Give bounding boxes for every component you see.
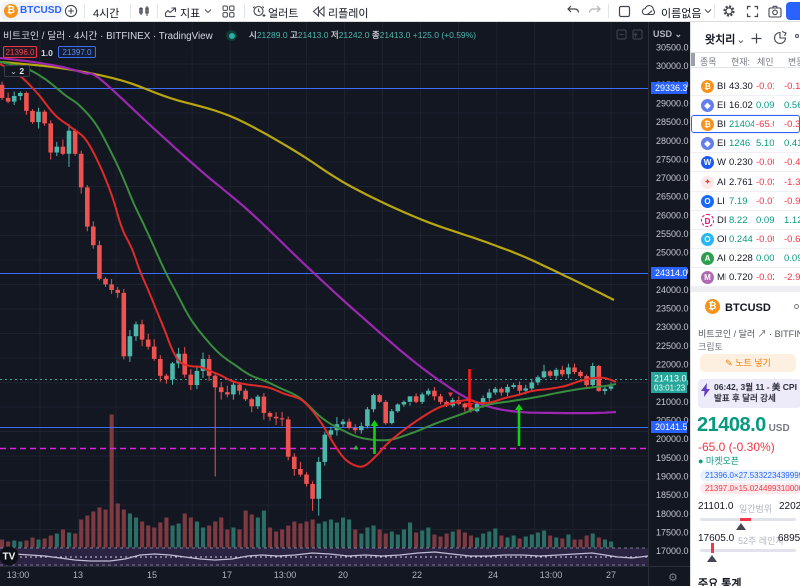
svg-text:24000.0: 24000.0 [656,285,689,295]
svg-text:25500.0: 25500.0 [656,229,689,239]
svg-text:23500.0: 23500.0 [656,304,689,314]
svg-text:27: 27 [606,570,616,580]
svg-text:20: 20 [338,570,348,580]
svg-text:24314.0: 24314.0 [655,268,688,278]
svg-text:17: 17 [222,570,232,580]
svg-text:13:00: 13:00 [540,570,563,580]
svg-text:22: 22 [412,570,422,580]
svg-text:27000.0: 27000.0 [656,173,689,183]
svg-text:20500.0: 20500.0 [656,416,689,426]
svg-text:29336.3: 29336.3 [655,83,688,93]
svg-text:28500.0: 28500.0 [656,117,689,127]
svg-text:USD ⌄: USD ⌄ [653,29,682,39]
svg-text:29000.0: 29000.0 [656,99,689,109]
svg-text:17000.0: 17000.0 [656,546,689,556]
svg-text:⚙: ⚙ [668,572,678,584]
svg-text:19500.0: 19500.0 [656,453,689,463]
svg-text:20141.5: 20141.5 [655,422,688,432]
svg-text:30000.0: 30000.0 [656,61,689,71]
svg-text:23000.0: 23000.0 [656,322,689,332]
svg-text:26000.0: 26000.0 [656,210,689,220]
svg-text:13:00: 13:00 [7,570,30,580]
svg-text:21000.0: 21000.0 [656,397,689,407]
svg-text:15: 15 [147,570,157,580]
svg-text:18500.0: 18500.0 [656,490,689,500]
svg-text:19000.0: 19000.0 [656,471,689,481]
svg-text:30500.0: 30500.0 [656,43,689,53]
svg-text:22500.0: 22500.0 [656,341,689,351]
svg-text:TV: TV [3,552,16,563]
svg-text:21413.0: 21413.0 [654,374,687,384]
svg-text:24: 24 [488,570,498,580]
svg-text:22000.0: 22000.0 [656,360,689,370]
svg-text:03:01:23: 03:01:23 [654,384,686,393]
svg-text:18000.0: 18000.0 [656,509,689,519]
svg-text:25000.0: 25000.0 [656,248,689,258]
svg-text:26500.0: 26500.0 [656,192,689,202]
svg-text:20000.0: 20000.0 [656,434,689,444]
svg-text:13:00: 13:00 [274,570,297,580]
svg-text:27500.0: 27500.0 [656,154,689,164]
svg-text:17500.0: 17500.0 [656,527,689,537]
svg-text:28000.0: 28000.0 [656,136,689,146]
svg-text:13: 13 [73,570,83,580]
